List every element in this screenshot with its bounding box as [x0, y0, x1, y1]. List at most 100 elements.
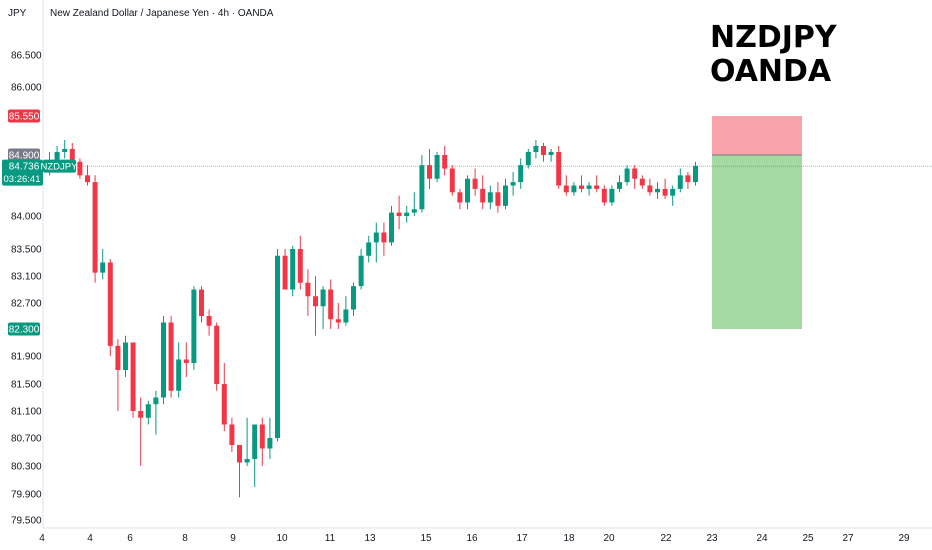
candle [161, 316, 166, 405]
time-tick-label: 29 [898, 533, 910, 544]
candle-body [632, 168, 638, 179]
time-axis[interactable]: 4 4 6 8 9 10 11 13 15 16 17 18 20 22 23 24 25 27 29 [39, 533, 910, 544]
candle [563, 175, 569, 196]
price-tick-label: 80.300 [11, 462, 42, 473]
candle-body [138, 411, 144, 418]
candle-body [100, 262, 106, 273]
time-tick-label: 27 [842, 533, 854, 544]
time-tick-label: 10 [276, 533, 288, 544]
candle [579, 175, 584, 193]
candle-body [259, 424, 265, 449]
candle [449, 165, 455, 196]
candle-body [677, 175, 683, 189]
candle [343, 296, 349, 326]
candle-body [366, 242, 372, 256]
price-tick-label: 81.900 [11, 352, 42, 363]
time-tick-label: 6 [127, 533, 133, 544]
candle-body [670, 188, 676, 196]
candle [480, 175, 486, 210]
candle [305, 269, 311, 316]
candle [647, 178, 653, 196]
candle [525, 149, 531, 169]
candle-body [290, 249, 296, 290]
time-tick-label: 18 [563, 533, 575, 544]
candle [366, 235, 372, 263]
candle-body [685, 175, 691, 183]
candle [639, 175, 645, 189]
candle [617, 175, 622, 193]
candle-body [168, 322, 174, 391]
candle [123, 335, 128, 377]
candle-body [404, 212, 410, 216]
candle-body [297, 249, 303, 283]
candle [176, 342, 182, 398]
candle [206, 309, 212, 336]
candle [335, 303, 341, 329]
candle-body [54, 152, 60, 166]
candle [518, 158, 524, 189]
candle [396, 195, 402, 230]
candle [183, 342, 189, 377]
price-tick-label: 79.900 [11, 490, 42, 501]
candle [373, 222, 379, 263]
candle [670, 185, 676, 206]
candle-body [161, 322, 166, 398]
candle-body [115, 345, 121, 370]
reward-zone[interactable] [712, 155, 802, 329]
candle-body [275, 255, 280, 438]
candle-body [282, 255, 288, 290]
candle-body [244, 459, 250, 463]
candle-body [548, 152, 554, 155]
candle-body [237, 445, 242, 463]
candle-body [123, 342, 128, 370]
stop-price-label: 85.550 [8, 109, 40, 123]
price-tick-label: 79.500 [11, 516, 42, 527]
candle [351, 282, 356, 316]
candle [655, 182, 660, 200]
candle [199, 286, 204, 323]
candle-body [145, 404, 151, 418]
candle-body [396, 212, 402, 216]
candle-body [655, 188, 660, 193]
price-tick-label: 86.000 [11, 83, 42, 94]
time-tick-label: 25 [802, 533, 814, 544]
time-tick-label: 8 [182, 533, 188, 544]
time-tick-label: 16 [466, 533, 478, 544]
candle-body [389, 212, 394, 243]
price-tick-label: 81.500 [11, 380, 42, 391]
candle-body [199, 289, 204, 316]
candle [404, 205, 410, 223]
candle-body [62, 149, 68, 152]
candle-body [69, 149, 75, 162]
candle [571, 182, 577, 196]
candle-body [518, 165, 524, 183]
candle [320, 286, 326, 329]
candle-body [305, 282, 311, 297]
candle-body [92, 182, 98, 273]
chart-title: New Zealand Dollar / Japanese Yen · 4h ·… [50, 8, 274, 19]
svg-text:84.736: 84.736 [9, 162, 40, 173]
candle [662, 178, 668, 200]
risk-zone[interactable] [712, 116, 802, 155]
candle [252, 424, 258, 487]
svg-text:03:26:41: 03:26:41 [4, 174, 41, 185]
candle [290, 245, 296, 297]
candle-body [624, 168, 630, 183]
candle-body [267, 438, 273, 449]
overlay-broker: OANDA [710, 54, 832, 89]
candle-body [252, 424, 258, 459]
svg-text:NZDJPY: NZDJPY [41, 162, 79, 173]
candle [465, 175, 470, 210]
candle-body [541, 146, 546, 155]
candle [609, 185, 615, 206]
candle-body [601, 188, 607, 203]
candle-body [419, 165, 425, 210]
price-axis[interactable]: 86.500 86.000 84.000 83.500 83.100 82.700 81.9… [11, 51, 42, 527]
candle-body [153, 397, 159, 405]
candle [419, 155, 425, 213]
price-tick-label: 86.500 [11, 51, 42, 62]
candle-body [335, 319, 341, 323]
time-tick-label: 15 [420, 533, 432, 544]
candle [153, 390, 159, 435]
